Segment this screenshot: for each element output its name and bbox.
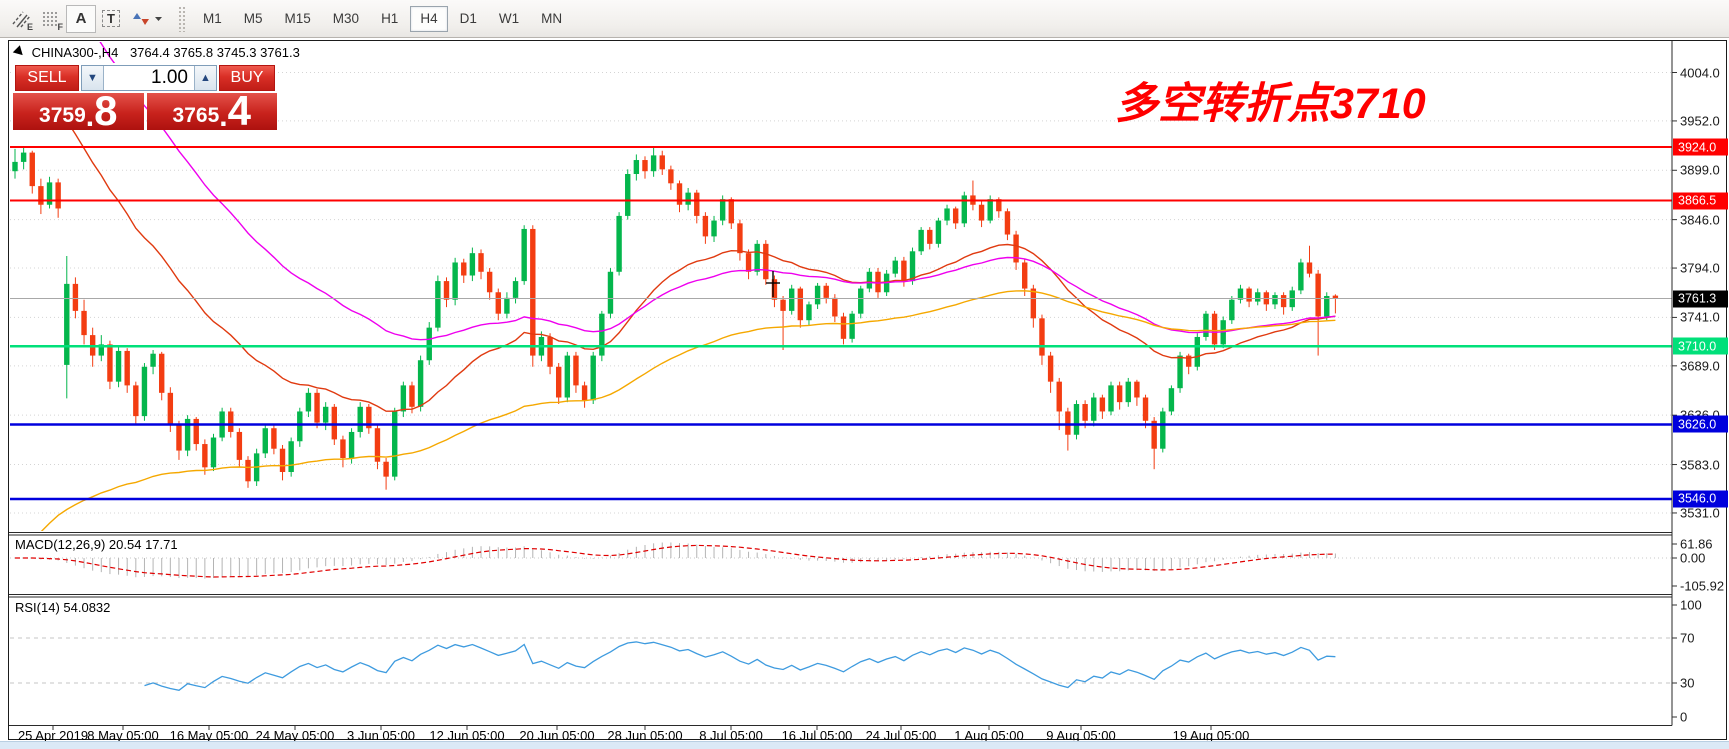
ask-fraction: 4: [227, 87, 251, 135]
rsi-axis-label: 70: [1680, 630, 1695, 646]
price-tick-label: 3899.0: [1680, 162, 1720, 178]
chevron-down-icon: [154, 16, 162, 21]
price-tiles: 3759. 8 3765. 4: [13, 87, 277, 135]
current-price-badge: 3761.3: [1673, 290, 1728, 307]
bid-dot: .: [85, 100, 95, 133]
level-badge: 3710.0: [1673, 337, 1728, 355]
volume-increase-icon[interactable]: ▲: [194, 66, 216, 90]
volume-stepper: ▼ 1.00 ▲: [81, 65, 217, 91]
chart-canvas[interactable]: [9, 41, 1726, 739]
level-badge: 3866.5: [1673, 192, 1728, 210]
arrows-glyph: [132, 12, 149, 25]
date-tick-label: 9 Aug 05:00: [1046, 728, 1116, 743]
date-tick-label: 16 Jul 05:00: [781, 728, 853, 743]
bid-price-tile[interactable]: 3759. 8: [13, 87, 144, 135]
fibonacci-icon[interactable]: F: [36, 5, 66, 33]
date-tick-label: 20 Jun 05:00: [519, 728, 595, 743]
date-tick-label: 12 Jun 05:00: [429, 728, 505, 743]
date-tick-label: 8 Jul 05:00: [699, 728, 763, 743]
price-tick-label: 3741.0: [1680, 309, 1720, 325]
timeframe-m15[interactable]: M15: [275, 6, 321, 32]
ohlc-values: 3764.4 3765.8 3745.3 3761.3: [129, 45, 300, 60]
timeframe-h4[interactable]: H4: [410, 5, 448, 32]
equidistant-channel-glyph: [12, 11, 31, 27]
rsi-axis-label: 30: [1680, 675, 1695, 691]
macd-axis-label: 61.86: [1680, 536, 1713, 552]
one-click-trading-panel: SELL ▼ 1.00 ▲ BUY: [13, 63, 277, 93]
ask-integer: 3765: [172, 104, 220, 127]
fibonacci-glyph: [43, 11, 59, 26]
timeframe-m1[interactable]: M1: [193, 6, 232, 32]
price-tick-label: 3952.0: [1680, 113, 1720, 129]
tool-sub-e: E: [26, 21, 33, 32]
equidistant-channel-icon[interactable]: E: [6, 5, 36, 33]
level-badge: 3626.0: [1673, 415, 1728, 433]
sell-button[interactable]: SELL: [15, 65, 79, 91]
collapse-icon[interactable]: [12, 45, 27, 59]
text-label-tool[interactable]: A: [66, 4, 96, 33]
ask-price-tile[interactable]: 3765. 4: [146, 87, 277, 135]
price-tick-label: 3531.0: [1680, 505, 1720, 521]
date-tick-label: 3 Jun 05:00: [347, 728, 415, 743]
toolbar: E F A T M1 M5 M15 M30 H1 H4 D1 W1 MN: [0, 0, 1729, 38]
chart-title: CHINA300-,H4 3764.4 3765.8 3745.3 3761.3: [12, 45, 300, 60]
timeframe-h1[interactable]: H1: [371, 6, 408, 32]
timeframe-m5[interactable]: M5: [234, 6, 273, 32]
ask-dot: .: [219, 100, 228, 133]
text-box-glyph: T: [102, 10, 120, 27]
macd-label: MACD(12,26,9) 20.54 17.71: [15, 537, 178, 552]
text-label-glyph: A: [75, 10, 87, 27]
text-box-tool[interactable]: T: [96, 5, 126, 33]
toolbar-separator: [178, 5, 185, 32]
macd-axis-label: -105.92: [1680, 578, 1725, 594]
timeframe-m30[interactable]: M30: [323, 6, 369, 32]
date-tick-label: 1 Aug 05:00: [954, 728, 1024, 743]
symbol-period-label: CHINA300-,H4: [31, 45, 119, 60]
date-tick-label: 25 Apr 2019: [17, 728, 89, 743]
price-tick-label: 3689.0: [1680, 358, 1720, 374]
date-tick-label: 28 Jun 05:00: [607, 728, 683, 743]
rsi-axis-label: 0: [1680, 709, 1688, 725]
level-badge: 3924.0: [1673, 138, 1728, 156]
arrows-tool[interactable]: [126, 5, 168, 33]
price-tick-label: 3846.0: [1680, 212, 1720, 228]
macd-axis-label: 0.00: [1680, 550, 1706, 566]
date-tick-label: 19 Aug 05:00: [1172, 728, 1250, 743]
rsi-label: RSI(14) 54.0832: [15, 600, 111, 615]
timeframe-mn[interactable]: MN: [531, 6, 572, 32]
level-badge: 3546.0: [1673, 490, 1728, 508]
rsi-axis-label: 100: [1680, 597, 1702, 613]
chart-annotation: 多空转折点3710: [1115, 80, 1426, 128]
price-tick-label: 3794.0: [1680, 260, 1720, 276]
timeframe-d1[interactable]: D1: [450, 6, 487, 32]
price-tick-label: 3583.0: [1680, 457, 1720, 473]
bid-integer: 3759: [39, 104, 86, 127]
chart-window[interactable]: CHINA300-,H4 3764.4 3765.8 3745.3 3761.3…: [8, 40, 1728, 743]
timeframe-w1[interactable]: W1: [489, 6, 529, 32]
date-tick-label: 24 May 05:00: [255, 728, 335, 743]
buy-button[interactable]: BUY: [219, 65, 275, 91]
volume-decrease-icon[interactable]: ▼: [82, 66, 104, 90]
price-tick-label: 4004.0: [1680, 65, 1720, 80]
timeframe-group: M1 M5 M15 M30 H1 H4 D1 W1 MN: [193, 5, 572, 32]
date-tick-label: 16 May 05:00: [169, 728, 249, 743]
date-tick-label: 8 May 05:00: [87, 728, 159, 743]
bid-fraction: 8: [94, 87, 118, 135]
tool-sub-f: F: [57, 21, 64, 32]
date-tick-label: 24 Jul 05:00: [865, 728, 937, 743]
status-bar: [0, 741, 1729, 749]
volume-input[interactable]: 1.00: [104, 66, 194, 90]
